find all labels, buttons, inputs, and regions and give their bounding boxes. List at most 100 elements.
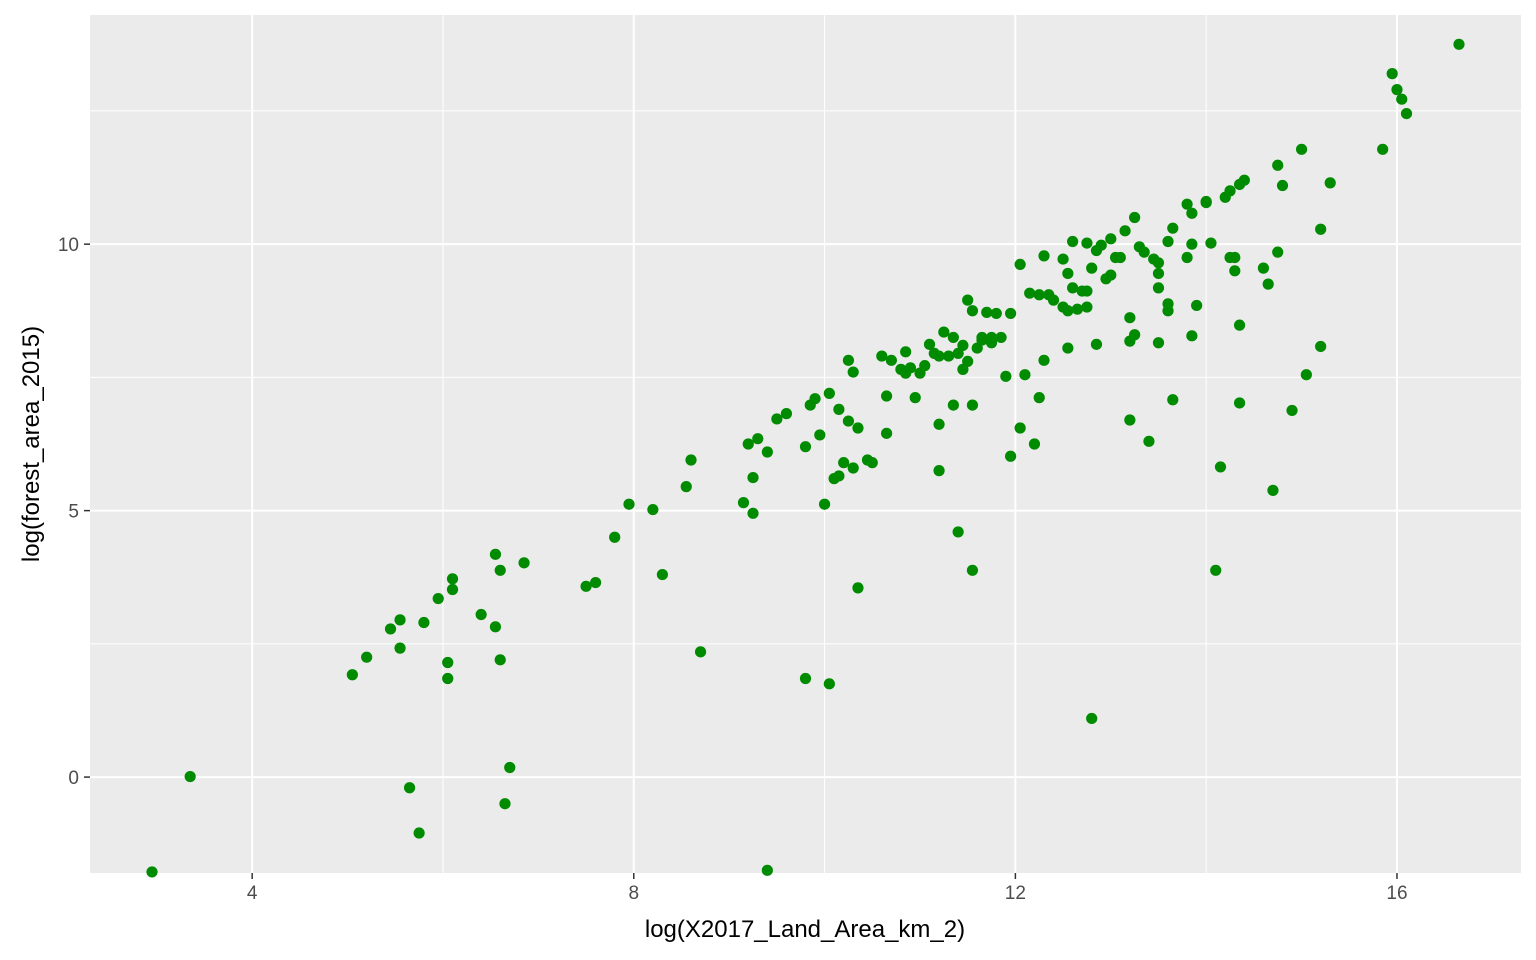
- data-point: [1191, 299, 1203, 312]
- data-point: [446, 573, 459, 585]
- data-point: [1214, 461, 1227, 473]
- data-point: [933, 418, 945, 430]
- data-point: [1124, 414, 1136, 426]
- data-point: [694, 646, 707, 658]
- data-point: [752, 433, 764, 445]
- data-point: [446, 583, 459, 596]
- data-point: [1186, 238, 1198, 250]
- data-point: [1024, 287, 1036, 299]
- data-point: [1119, 225, 1131, 237]
- data-point: [384, 623, 397, 635]
- data-point: [1453, 38, 1465, 50]
- data-point: [146, 866, 158, 878]
- data-point: [1081, 237, 1093, 249]
- data-point: [184, 770, 196, 783]
- data-point: [952, 526, 964, 538]
- data-point: [1257, 262, 1270, 274]
- data-point: [933, 465, 945, 477]
- data-point: [1272, 159, 1284, 171]
- data-point: [919, 360, 931, 372]
- x-tick-label: 8: [628, 883, 639, 904]
- data-point: [656, 568, 669, 581]
- data-point: [838, 457, 850, 469]
- data-point: [623, 498, 635, 510]
- data-point: [1229, 251, 1241, 264]
- data-point: [823, 678, 835, 690]
- data-point: [1105, 269, 1117, 281]
- data-point: [1262, 278, 1274, 290]
- data-point: [1067, 235, 1079, 248]
- data-point: [1014, 422, 1026, 434]
- data-point: [1272, 246, 1284, 258]
- data-point: [814, 429, 826, 441]
- data-point: [976, 331, 988, 344]
- data-point: [1186, 207, 1198, 219]
- data-point: [943, 350, 955, 362]
- data-point: [1067, 282, 1079, 294]
- data-point: [1377, 143, 1389, 155]
- data-point: [442, 656, 454, 669]
- data-point: [737, 497, 750, 509]
- data-point: [494, 654, 506, 666]
- data-point: [866, 457, 878, 469]
- data-point: [1062, 305, 1074, 317]
- data-point: [799, 672, 812, 685]
- data-point: [403, 782, 416, 794]
- data-point: [962, 355, 974, 367]
- data-point: [761, 446, 773, 458]
- data-point: [1081, 301, 1093, 313]
- data-point: [442, 672, 454, 685]
- data-point: [1086, 262, 1098, 274]
- data-point: [957, 339, 969, 352]
- data-point: [1200, 195, 1212, 208]
- data-point: [842, 354, 855, 366]
- data-point: [1033, 289, 1045, 301]
- data-point: [900, 346, 912, 358]
- data-point: [413, 827, 425, 839]
- data-point: [685, 454, 697, 466]
- x-tick-label: 16: [1386, 883, 1407, 904]
- data-point: [1090, 338, 1103, 350]
- data-point: [981, 306, 993, 318]
- data-point: [1295, 143, 1308, 155]
- data-point: [1224, 185, 1236, 197]
- data-point: [1014, 258, 1026, 271]
- data-point: [799, 441, 812, 453]
- data-point: [1057, 253, 1069, 265]
- data-point: [432, 592, 444, 605]
- data-point: [346, 669, 358, 681]
- data-point: [1276, 179, 1289, 192]
- data-point: [966, 399, 979, 411]
- data-point: [1400, 107, 1413, 120]
- data-point: [580, 580, 592, 592]
- data-point: [742, 438, 754, 450]
- x-tick-label: 4: [247, 883, 258, 904]
- data-point: [833, 470, 845, 482]
- data-point: [518, 557, 530, 569]
- data-point: [761, 864, 773, 876]
- data-point: [680, 481, 692, 493]
- data-point: [1062, 267, 1074, 280]
- data-point: [1267, 484, 1279, 496]
- data-point: [494, 564, 506, 576]
- data-point: [1233, 319, 1246, 331]
- data-point: [1300, 369, 1312, 381]
- data-point: [1386, 68, 1398, 80]
- data-point: [923, 338, 936, 350]
- data-point: [1129, 329, 1141, 341]
- y-axis-title: log(forest_area_2015): [18, 326, 45, 562]
- data-point: [876, 350, 888, 362]
- data-point: [1138, 246, 1150, 258]
- data-point: [780, 408, 793, 420]
- data-point: [1086, 712, 1098, 725]
- data-point: [1396, 93, 1408, 105]
- data-point: [1005, 450, 1017, 462]
- data-point: [852, 582, 864, 594]
- data-point: [1181, 251, 1193, 264]
- data-point: [489, 548, 502, 560]
- data-point: [1062, 342, 1074, 354]
- data-point: [504, 761, 516, 774]
- data-point: [1038, 250, 1050, 262]
- data-point: [771, 413, 783, 425]
